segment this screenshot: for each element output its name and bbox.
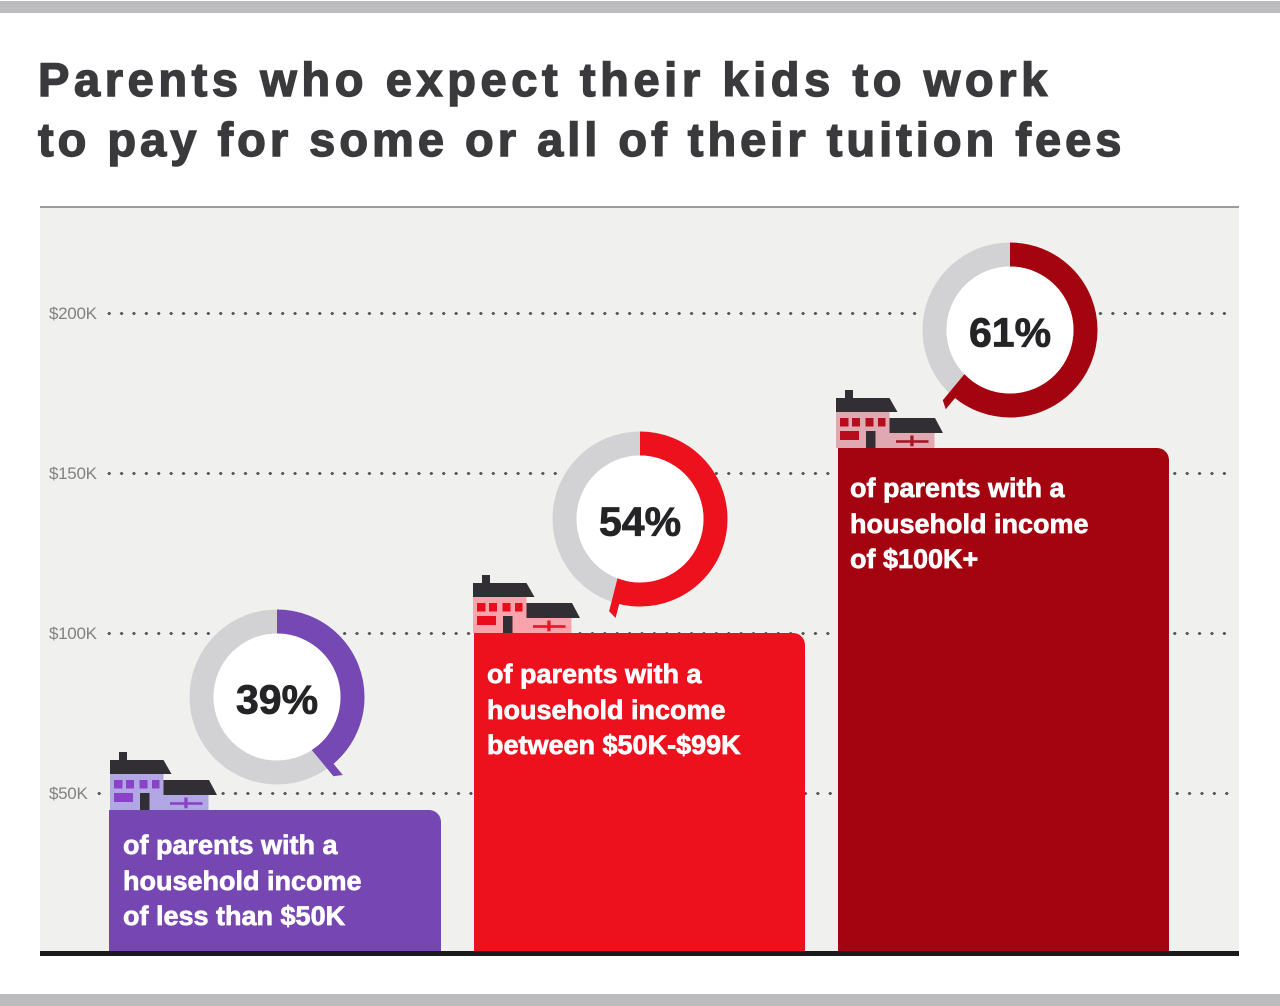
svg-text:39%: 39% [235,677,317,723]
svg-text:61%: 61% [969,309,1051,355]
svg-text:54%: 54% [599,499,681,545]
